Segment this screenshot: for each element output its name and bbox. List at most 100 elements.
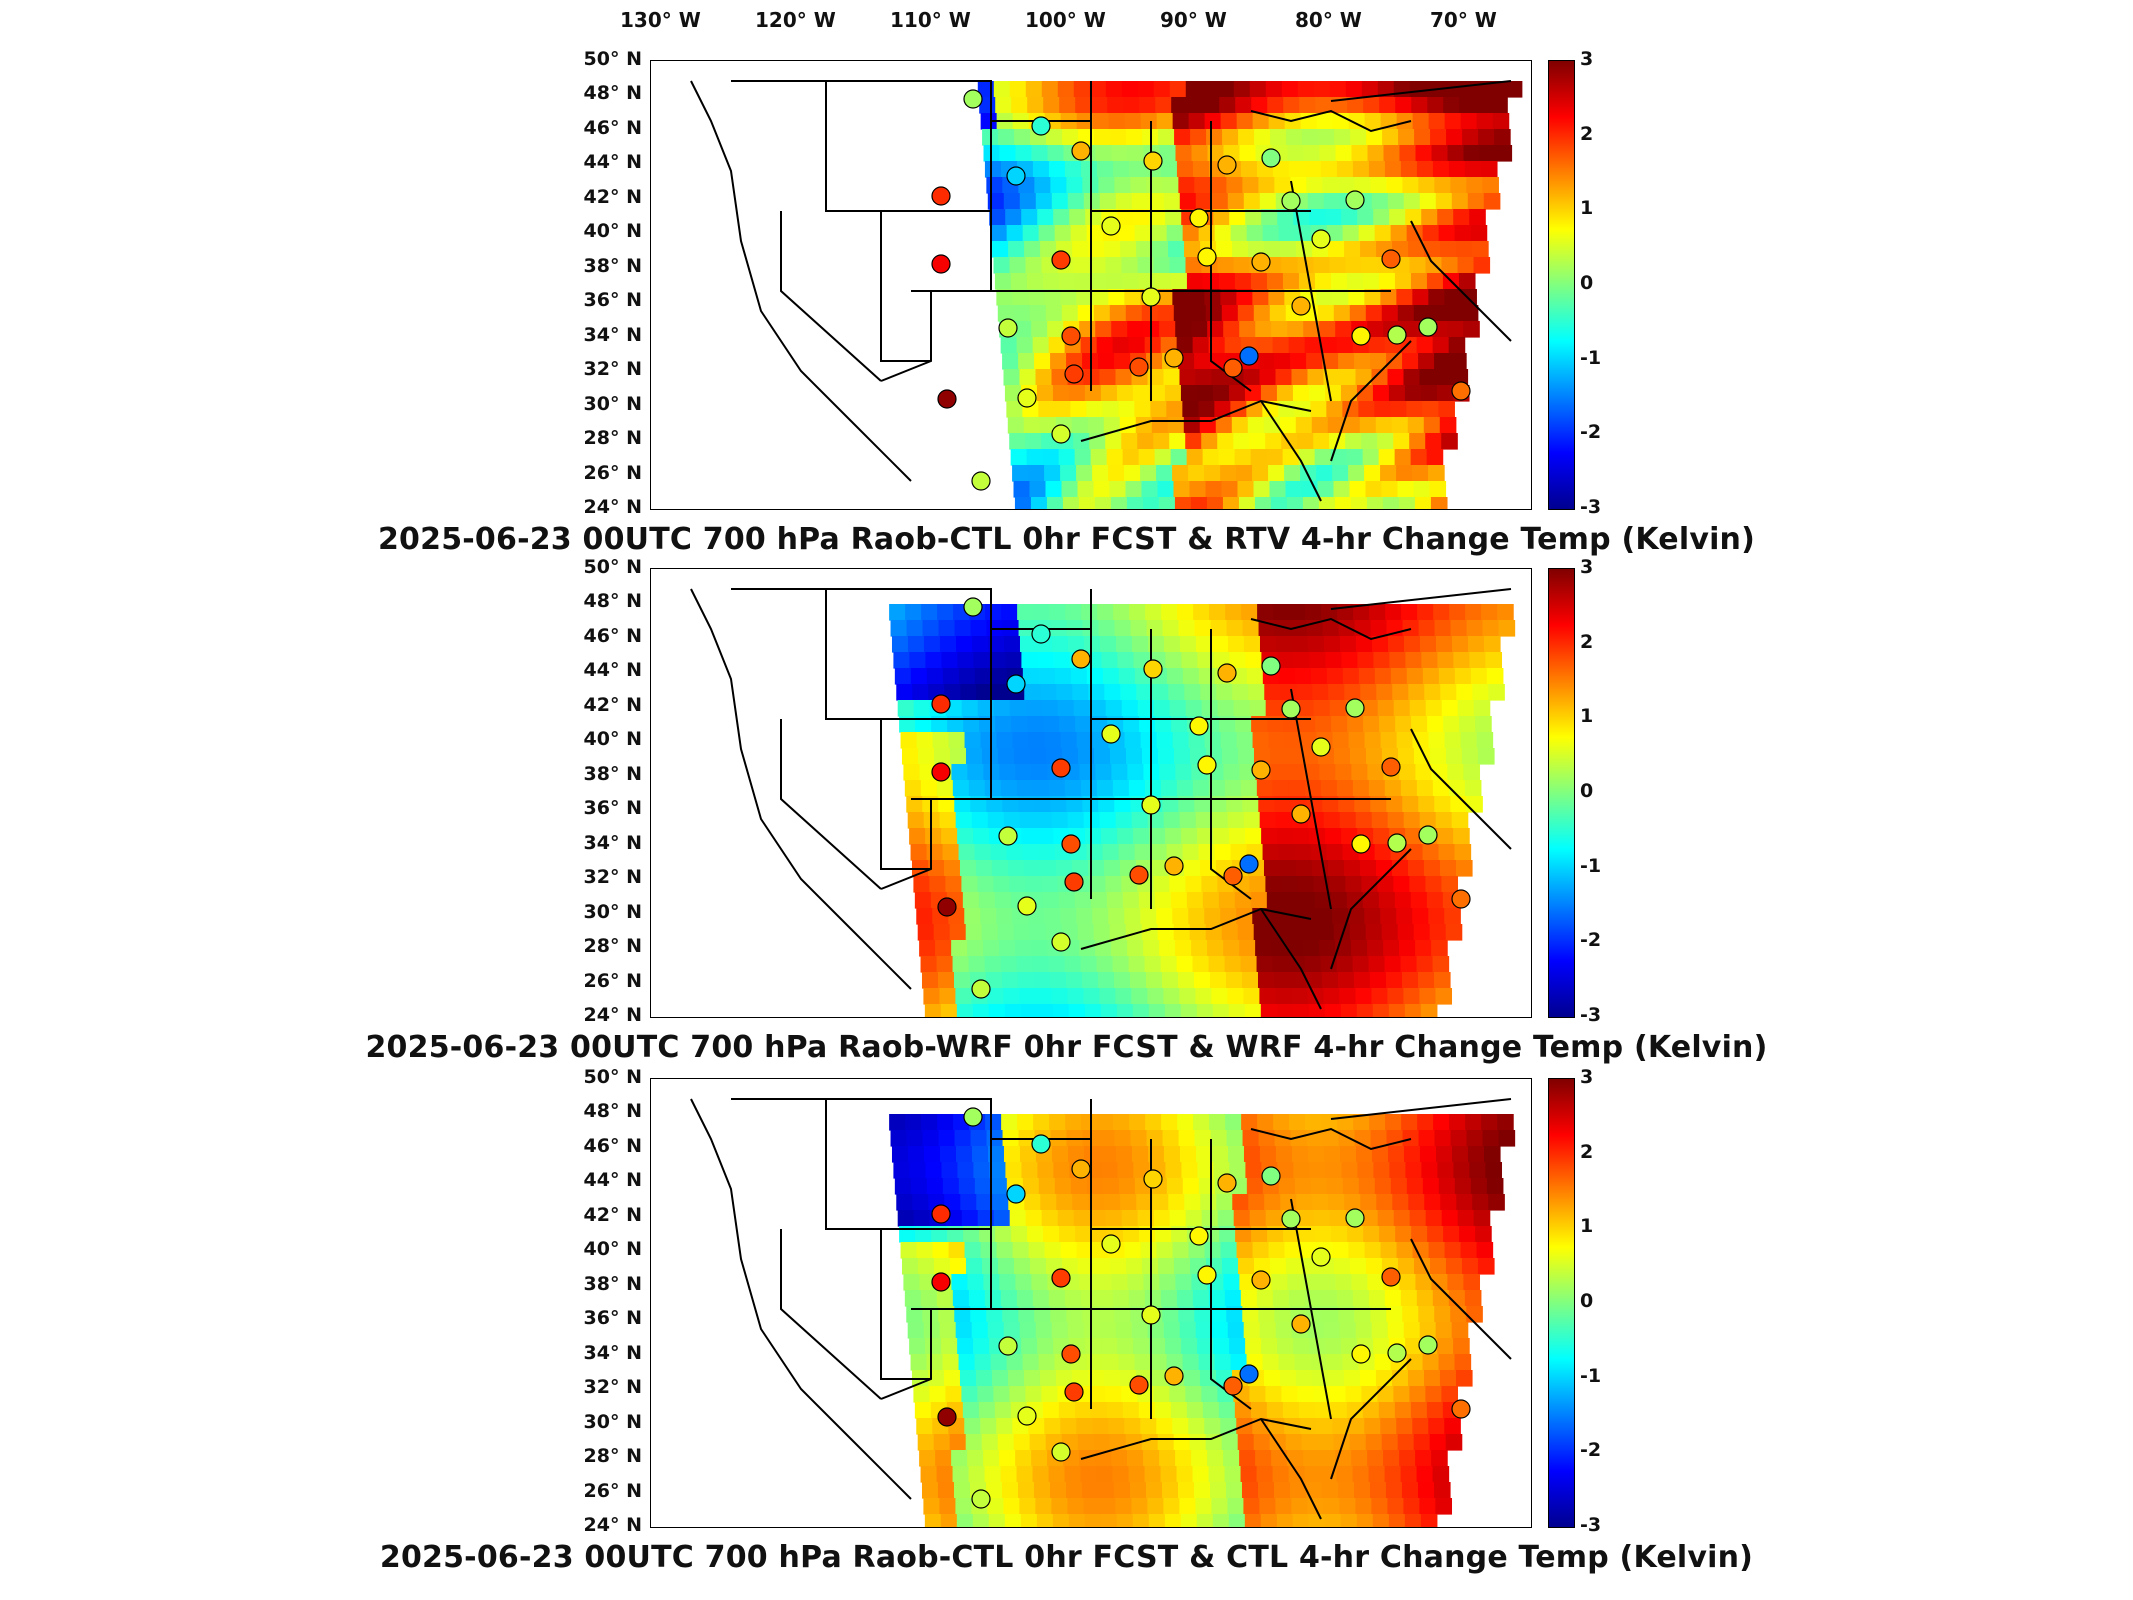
lat-label: 32° N <box>583 866 642 889</box>
lat-label: 28° N <box>583 1445 642 1468</box>
lat-label: 42° N <box>583 185 642 208</box>
raob-station-marker <box>1061 326 1081 346</box>
raob-station-marker <box>937 1407 957 1427</box>
raob-station-marker <box>1381 249 1401 269</box>
temperature-map <box>650 568 1532 1018</box>
lon-label: 100° W <box>1025 8 1106 32</box>
lat-label: 32° N <box>583 358 642 381</box>
lat-label: 40° N <box>583 220 642 243</box>
raob-station-marker <box>1451 381 1471 401</box>
raob-station-marker <box>931 254 951 274</box>
raob-station-marker <box>1071 649 1091 669</box>
lat-label: 30° N <box>583 1410 642 1433</box>
raob-station-marker <box>1281 1209 1301 1229</box>
lon-label: 110° W <box>890 8 971 32</box>
raob-station-marker <box>1141 795 1161 815</box>
colorbar-tick-label: -2 <box>1580 929 1602 952</box>
raob-station-marker <box>931 186 951 206</box>
raob-station-marker <box>998 318 1018 338</box>
raob-station-marker <box>1217 663 1237 683</box>
raob-station-marker <box>1351 326 1371 346</box>
raob-station-marker <box>1129 1375 1149 1395</box>
lat-label: 48° N <box>583 1100 642 1123</box>
raob-station-marker <box>1189 208 1209 228</box>
raob-station-marker <box>1345 1208 1365 1228</box>
colorbar-tick-label: 3 <box>1580 1066 1594 1088</box>
raob-station-marker <box>1006 1184 1026 1204</box>
raob-station-marker <box>1051 932 1071 952</box>
colorbar-tick-label: 3 <box>1580 48 1594 70</box>
raob-station-marker <box>1291 296 1311 316</box>
lat-label: 50° N <box>583 556 642 578</box>
lat-label: 28° N <box>583 427 642 450</box>
raob-station-marker <box>963 1107 983 1127</box>
raob-station-marker <box>1164 856 1184 876</box>
raob-station-marker <box>1101 216 1121 236</box>
panel-title: 2025-06-23 00UTC 700 hPa Raob-WRF 0hr FC… <box>365 1030 1768 1065</box>
raob-station-marker <box>1129 357 1149 377</box>
colorbar-tick-label: 3 <box>1580 556 1594 578</box>
raob-station-marker <box>1051 424 1071 444</box>
colorbar <box>1548 568 1575 1018</box>
lat-label: 26° N <box>583 969 642 992</box>
raob-station-marker <box>1006 166 1026 186</box>
temperature-field <box>889 604 1516 1017</box>
raob-station-marker <box>1223 1376 1243 1396</box>
colorbar-tick-label: -2 <box>1580 421 1602 444</box>
colorbar-tick-label: -3 <box>1580 496 1602 518</box>
raob-station-marker <box>1351 1344 1371 1364</box>
lat-label: 40° N <box>583 1238 642 1261</box>
lat-label: 30° N <box>583 392 642 415</box>
lat-label: 44° N <box>583 1169 642 1192</box>
map-canvas <box>690 588 1516 1017</box>
colorbar-tick-label: 2 <box>1580 122 1594 145</box>
colorbar-tick-label: -1 <box>1580 1364 1602 1387</box>
raob-station-marker <box>1351 834 1371 854</box>
colorbar-tick-label: 0 <box>1580 1290 1594 1312</box>
raob-station-marker <box>1189 716 1209 736</box>
raob-station-marker <box>937 389 957 409</box>
lat-label: 40° N <box>583 728 642 751</box>
map-canvas <box>690 1098 1516 1527</box>
raob-station-marker <box>1006 674 1026 694</box>
raob-station-marker <box>1217 1173 1237 1193</box>
raob-station-marker <box>1251 1270 1271 1290</box>
raob-station-marker <box>1217 155 1237 175</box>
panel-title: 2025-06-23 00UTC 700 hPa Raob-CTL 0hr FC… <box>379 1540 1754 1575</box>
lat-label: 28° N <box>583 935 642 958</box>
colorbar-tick-label: 2 <box>1580 1140 1594 1163</box>
raob-station-marker <box>1381 757 1401 777</box>
raob-station-marker <box>1064 1382 1084 1402</box>
raob-station-marker <box>1141 1305 1161 1325</box>
raob-station-marker <box>1251 252 1271 272</box>
state-boundaries <box>690 1098 1512 1520</box>
raob-station-marker <box>1051 250 1071 270</box>
raob-station-marker <box>1387 325 1407 345</box>
raob-station-marker <box>1239 854 1259 874</box>
raob-station-marker <box>1143 1169 1163 1189</box>
raob-station-marker <box>1101 724 1121 744</box>
map-canvas <box>690 80 1523 509</box>
raob-station-marker <box>1291 1314 1311 1334</box>
raob-station-marker <box>937 897 957 917</box>
lat-label: 34° N <box>583 323 642 346</box>
raob-station-marker <box>1418 317 1438 337</box>
raob-station-marker <box>1387 833 1407 853</box>
state-boundaries <box>690 588 1512 1010</box>
raob-station-marker <box>1223 866 1243 886</box>
raob-stations <box>931 597 1471 999</box>
raob-station-marker <box>1239 1364 1259 1384</box>
lon-label: 70° W <box>1430 8 1497 32</box>
temperature-field <box>889 1114 1516 1527</box>
raob-station-marker <box>1061 1344 1081 1364</box>
raob-station-marker <box>1031 624 1051 644</box>
raob-station-marker <box>1345 698 1365 718</box>
raob-station-marker <box>1197 1265 1217 1285</box>
lat-label: 24° N <box>583 496 642 518</box>
raob-station-marker <box>1071 141 1091 161</box>
raob-station-marker <box>963 597 983 617</box>
lat-label: 36° N <box>583 797 642 820</box>
raob-station-marker <box>1164 348 1184 368</box>
raob-station-marker <box>998 826 1018 846</box>
lon-label: 130° W <box>620 8 701 32</box>
